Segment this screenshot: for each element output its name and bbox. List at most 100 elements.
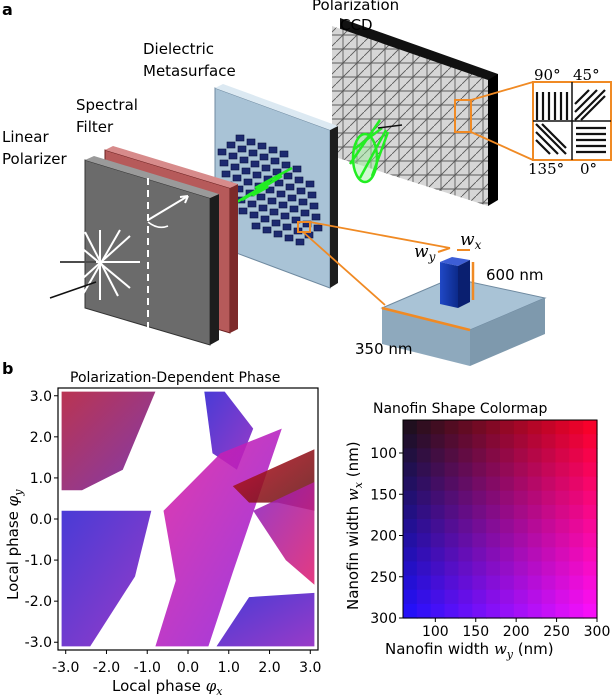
colormap-cell [569, 448, 584, 464]
ccd-label: Polarization CCD [312, 0, 399, 34]
colormap-cell [403, 420, 418, 435]
colormap-cell [430, 476, 446, 492]
angle-45: 45° [573, 66, 600, 84]
colormap-cell [486, 462, 501, 478]
colormap-cell [416, 589, 432, 605]
phase-region [61, 510, 152, 647]
nanofin [267, 197, 277, 205]
phase-x-label: Local phase φx [112, 677, 223, 696]
colormap-cell [500, 561, 515, 577]
colormap-cell [458, 561, 473, 577]
nanofin [309, 202, 319, 210]
nanofin [284, 234, 294, 242]
nanofin [247, 200, 257, 208]
nanofin [305, 180, 315, 188]
nanofin [259, 153, 269, 161]
nanofin [246, 138, 256, 146]
x-tick-label: 3.0 [299, 660, 321, 676]
nanofin [296, 187, 306, 195]
colormap-cell [430, 589, 446, 605]
nanofin-unit-cell [380, 247, 547, 366]
nanofin-array [217, 134, 323, 246]
nanofin [273, 230, 283, 238]
angle-135: 135° [528, 160, 564, 178]
colormap-cell [569, 575, 584, 591]
colormap-cell [416, 504, 432, 520]
colormap-cell [555, 434, 570, 449]
colormap-cell [541, 575, 557, 591]
colormap-cell [486, 448, 501, 464]
colormap-cell [430, 603, 446, 619]
colormap-cell [416, 434, 432, 449]
colormap-cell [555, 420, 570, 435]
x-tick-label: 200 [503, 624, 530, 640]
colormap-cell [555, 603, 570, 619]
colormap-cell [403, 533, 418, 548]
y-tick-label: 3.0 [30, 389, 52, 405]
colormap-cell [555, 519, 570, 534]
y-tick-label: 1.0 [30, 471, 52, 487]
colormap-title: Nanofin Shape Colormap [373, 401, 547, 417]
colormap-cell [583, 533, 598, 548]
nanofin [221, 170, 231, 178]
nanofin [257, 142, 267, 150]
colormap-cell [458, 462, 473, 478]
colormap-cell [403, 490, 418, 506]
colormap-cell [541, 547, 557, 563]
nanofin [250, 160, 260, 168]
colormap-cell [430, 519, 446, 534]
nanofin [295, 238, 305, 246]
x-tick-label: -1.0 [134, 660, 161, 676]
colormap-cell [416, 519, 432, 534]
colormap-cell [472, 476, 487, 492]
nanofin [230, 163, 240, 171]
colormap-cell [430, 448, 446, 464]
input-beam [231, 166, 293, 207]
colormap-cell [513, 476, 529, 492]
colormap-cell [403, 575, 418, 591]
colormap-cell [513, 589, 529, 605]
colormap-cell [430, 533, 446, 548]
colormap-cell [541, 519, 557, 534]
colormap-cell [444, 547, 460, 563]
colormap-cell [500, 533, 515, 548]
panel-b-label: b [2, 359, 13, 378]
nanofin [291, 216, 301, 224]
colormap-cell [541, 533, 557, 548]
nanofin [256, 193, 266, 201]
colormap-cell [444, 589, 460, 605]
colormap-cell [403, 519, 418, 534]
colormap-cell [472, 575, 487, 591]
colormap-cell [555, 533, 570, 548]
colormap-x-label: Nanofin width wy (nm) [385, 640, 554, 661]
colormap-cell [430, 434, 446, 449]
phase-y-label: Local phase φy [4, 489, 25, 600]
colormap-cell [569, 603, 584, 619]
colormap-cell [472, 420, 487, 435]
nanofin [235, 134, 245, 142]
colormap-cell [569, 476, 584, 492]
colormap-cell [472, 589, 487, 605]
colormap-cell [430, 575, 446, 591]
colormap-cell [527, 575, 543, 591]
nanofin [285, 183, 295, 191]
colormap-cell [555, 547, 570, 563]
colormap-cell [472, 434, 487, 449]
colormap-cell [541, 420, 557, 435]
colormap-cell [416, 603, 432, 619]
nanofin [271, 219, 281, 227]
colormap-cell [513, 519, 529, 534]
colormap-cell [500, 589, 515, 605]
colormap-cell [583, 603, 598, 619]
colormap-cell [555, 462, 570, 478]
colormap-cell [527, 519, 543, 534]
nanofin [260, 215, 270, 223]
colormap-cell [541, 561, 557, 577]
x-tick-label: -3.0 [52, 660, 79, 676]
colormap-cell [500, 448, 515, 464]
colormap-cell [444, 490, 460, 506]
colormap-cell [403, 589, 418, 605]
colormap-cell [500, 519, 515, 534]
colormap-cell [583, 519, 598, 534]
colormap-cell [555, 448, 570, 464]
